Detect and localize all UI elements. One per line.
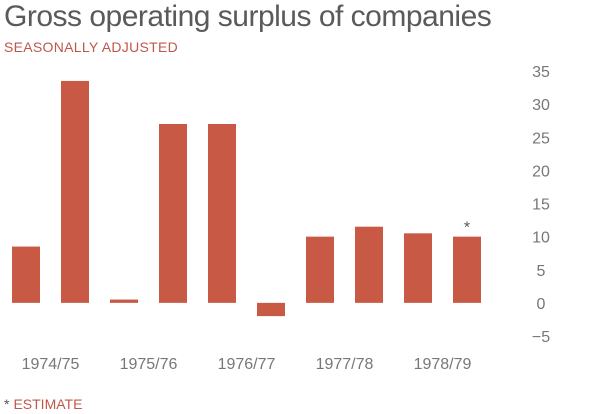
bar-1974-75-h1 — [12, 246, 40, 303]
estimate-marker: * — [464, 220, 470, 237]
y-tick-label: 20 — [532, 163, 550, 180]
bar-1977-78-h1 — [306, 236, 334, 303]
bar-1978-79-h1 — [404, 233, 432, 303]
footnote-text: ESTIMATE — [13, 396, 83, 412]
chart-title: Gross operating surplus of companies — [4, 0, 492, 33]
x-tick-label: 1975/76 — [120, 356, 178, 373]
bar-1978-79-h2 — [453, 236, 481, 303]
footnote: * ESTIMATE — [4, 396, 82, 412]
y-tick-label: 25 — [532, 130, 550, 147]
bar-1975-76-h2 — [159, 124, 187, 303]
y-tick-label: 5 — [537, 263, 546, 280]
y-tick-label: 35 — [532, 64, 550, 81]
bar-1976-77-h2 — [257, 302, 285, 317]
y-tick-label: 15 — [532, 197, 550, 214]
x-tick-label: 1977/78 — [316, 356, 374, 373]
bar-1977-78-h2 — [355, 226, 383, 303]
bar-1974-75-h2 — [61, 80, 89, 303]
bar-1976-77-h1 — [208, 124, 236, 303]
y-tick-label: 0 — [537, 296, 546, 313]
chart-subtitle: SEASONALLY ADJUSTED — [4, 39, 179, 55]
footnote-symbol: * — [4, 396, 10, 412]
bar-1975-76-h1 — [110, 299, 138, 303]
x-tick-label: 1974/75 — [22, 356, 80, 373]
y-tick-label: 30 — [532, 97, 550, 114]
x-tick-label: 1978/79 — [414, 356, 472, 373]
y-tick-label: 10 — [532, 230, 550, 247]
y-tick-label: −5 — [532, 329, 550, 346]
x-tick-label: 1976/77 — [218, 356, 276, 373]
